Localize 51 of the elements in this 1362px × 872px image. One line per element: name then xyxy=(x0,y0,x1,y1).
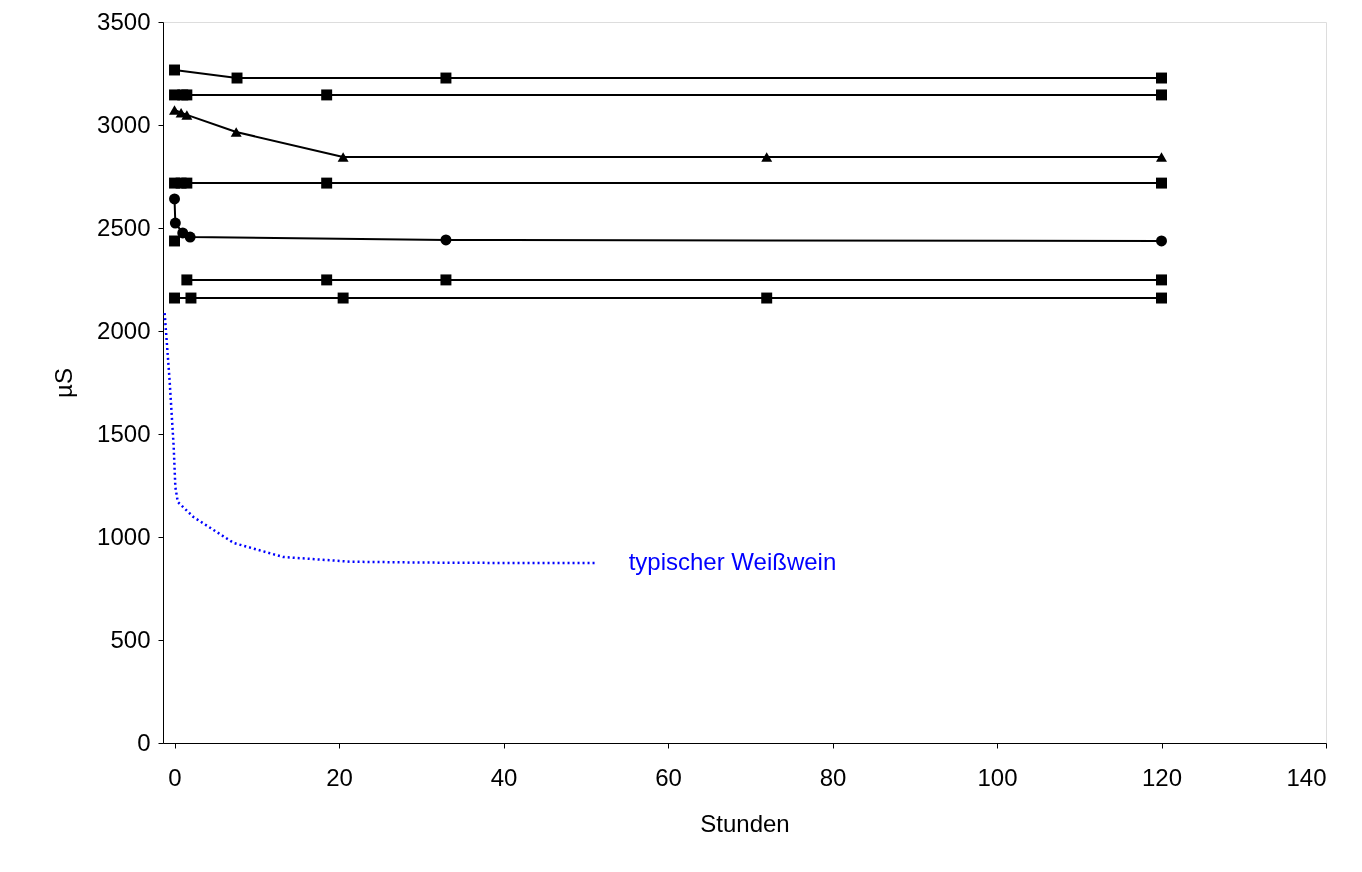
point xyxy=(440,72,452,84)
y-tick-label: 0 xyxy=(137,728,151,756)
point xyxy=(181,177,193,189)
point xyxy=(181,110,193,120)
x-tick-label: 20 xyxy=(326,763,353,791)
y-tick-label: 3500 xyxy=(97,7,151,35)
y-axis-title: µS xyxy=(50,368,78,398)
x-tick-label: 80 xyxy=(819,763,847,791)
point xyxy=(337,152,349,162)
point xyxy=(321,274,333,286)
x-tick-label: 60 xyxy=(655,763,682,791)
y-tick-label: 3000 xyxy=(97,110,151,138)
point xyxy=(337,292,349,304)
y-tick-label: 2500 xyxy=(97,213,151,241)
point xyxy=(169,292,180,304)
point xyxy=(440,274,452,286)
x-tick-label: 140 xyxy=(1286,763,1327,791)
y-tick-label: 2000 xyxy=(97,316,151,344)
point xyxy=(321,89,333,101)
line-series xyxy=(163,311,597,565)
point xyxy=(1156,177,1167,189)
y-tick-label: 500 xyxy=(110,625,151,653)
point xyxy=(1156,274,1167,286)
x-tick-label: 120 xyxy=(1141,763,1183,791)
point xyxy=(761,292,773,304)
x-axis-title: Stunden xyxy=(700,809,790,837)
point xyxy=(1156,152,1167,162)
point xyxy=(440,234,452,246)
point xyxy=(169,235,180,247)
point xyxy=(1156,89,1167,101)
point xyxy=(181,274,193,286)
point xyxy=(169,217,181,229)
y-tick-label: 1500 xyxy=(97,419,151,447)
point xyxy=(231,72,243,84)
point xyxy=(169,193,180,205)
point xyxy=(185,292,197,304)
point xyxy=(169,105,180,115)
point xyxy=(1156,235,1167,247)
point xyxy=(1156,292,1167,304)
x-tick-label: 40 xyxy=(490,763,518,791)
x-tick-label: 0 xyxy=(168,763,182,791)
y-tick-label: 1000 xyxy=(97,522,151,550)
point xyxy=(1156,72,1167,84)
point xyxy=(184,231,196,243)
point xyxy=(169,64,180,76)
annotation: typischer Weißwein xyxy=(628,547,837,575)
point xyxy=(181,89,193,101)
point xyxy=(321,177,333,189)
x-tick-label: 100 xyxy=(977,763,1018,791)
point xyxy=(230,127,242,137)
point xyxy=(761,152,773,162)
